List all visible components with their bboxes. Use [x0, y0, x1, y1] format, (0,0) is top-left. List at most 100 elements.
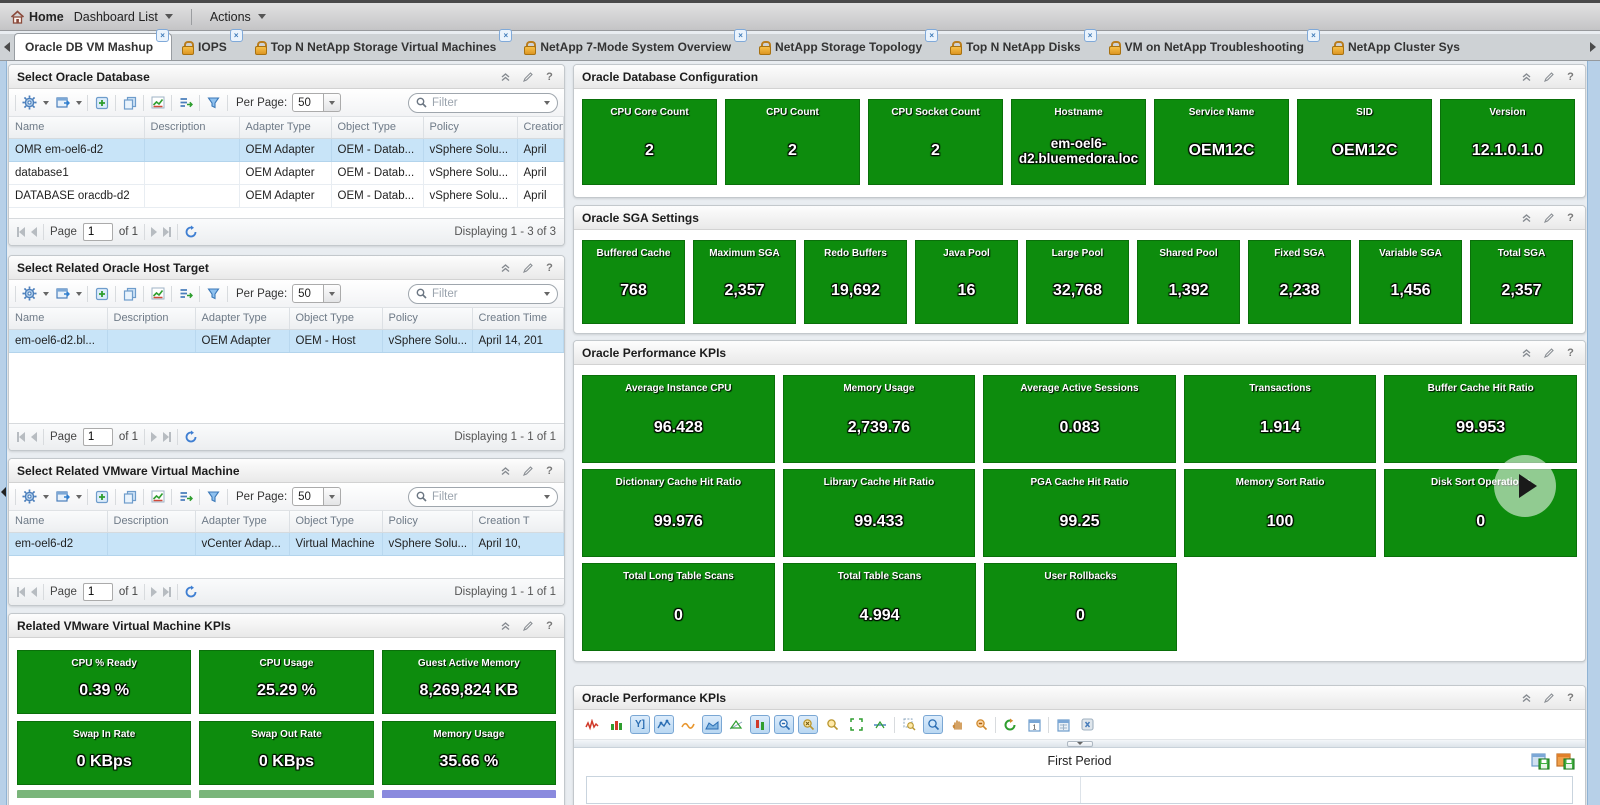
tab-scroll-right-icon[interactable]	[1590, 42, 1596, 52]
tab-close-icon[interactable]: ×	[229, 29, 243, 42]
col-description[interactable]: Description	[144, 117, 240, 139]
filter-funnel-icon[interactable]	[205, 489, 222, 505]
window-menu-caret[interactable]	[76, 291, 82, 296]
right-scrollbar-strip[interactable]	[1587, 61, 1600, 805]
edit-pencil-icon[interactable]	[1542, 691, 1555, 704]
chart-icon[interactable]	[149, 489, 166, 505]
last-page-icon[interactable]	[163, 227, 172, 237]
zoom-y-icon[interactable]	[822, 715, 842, 734]
tab-iops[interactable]: IOPS ×	[172, 29, 245, 60]
gear-icon[interactable]	[21, 286, 38, 302]
sga-tile-fixed-sga[interactable]: Fixed SGA 2,238	[1248, 240, 1351, 324]
carousel-next-button[interactable]	[1494, 455, 1556, 517]
refresh-icon[interactable]	[184, 585, 198, 599]
tab-top-n-netapp-svm[interactable]: Top N NetApp Storage Virtual Machines ×	[245, 29, 515, 60]
kpi-tile-cpu-usage[interactable]: CPU Usage 25.29 %	[199, 650, 374, 714]
trendline-icon[interactable]	[870, 715, 890, 734]
actions-menu[interactable]: Actions	[210, 10, 266, 24]
perf-tile-total-table-scans[interactable]: Total Table Scans 4.994	[783, 563, 976, 651]
perf-tile-average-active-sessions[interactable]: Average Active Sessions 0.083	[983, 375, 1176, 463]
config-tile-sid[interactable]: SID OEM12C	[1297, 99, 1432, 185]
gear-menu-caret[interactable]	[43, 494, 49, 499]
col-adapter-type[interactable]: Adapter Type	[195, 308, 290, 330]
help-icon[interactable]: ?	[546, 464, 553, 477]
open-in-window-icon[interactable]	[54, 95, 71, 111]
filter-combobox[interactable]: Filter	[408, 283, 558, 304]
col-description[interactable]: Description	[107, 308, 196, 330]
refresh-icon[interactable]	[184, 225, 198, 239]
col-object-type[interactable]: Object Type	[289, 308, 383, 330]
perf-tile-transactions[interactable]: Transactions 1.914	[1183, 375, 1377, 463]
col-object-type[interactable]: Object Type	[289, 511, 383, 533]
sga-tile-variable-sga[interactable]: Variable SGA 1,456	[1359, 240, 1462, 324]
edit-pencil-icon[interactable]	[521, 619, 534, 632]
window-menu-caret[interactable]	[76, 100, 82, 105]
last-page-icon[interactable]	[163, 587, 172, 597]
col-policy[interactable]: Policy	[423, 117, 518, 139]
kpi-tile-swap-in-rate[interactable]: Swap In Rate 0 KBps	[17, 721, 192, 785]
prev-page-icon[interactable]	[31, 227, 37, 237]
fit-to-window-icon[interactable]	[846, 715, 866, 734]
window-menu-caret[interactable]	[76, 494, 82, 499]
first-page-icon[interactable]	[17, 587, 25, 597]
perf-tile-dictionary-cache-hit-ratio[interactable]: Dictionary Cache Hit Ratio 99.976	[582, 469, 775, 557]
page-number-input[interactable]	[82, 428, 113, 446]
tab-netapp-cluster-sys[interactable]: NetApp Cluster Sys	[1322, 34, 1478, 60]
chart-plot-area[interactable]	[586, 776, 1573, 804]
area-chart-toggle-icon[interactable]	[702, 715, 722, 734]
sga-tile-java-pool[interactable]: Java Pool 16	[915, 240, 1018, 324]
tab-netapp-7mode-overview[interactable]: NetApp 7-Mode System Overview ×	[514, 29, 749, 60]
help-icon[interactable]: ?	[546, 70, 553, 83]
perf-tile-average-instance-cpu[interactable]: Average Instance CPU 96.428	[582, 375, 775, 463]
calendar-range-icon[interactable]	[1053, 715, 1073, 734]
col-name[interactable]: Name	[9, 511, 108, 533]
kpi-tile-swap-out-rate[interactable]: Swap Out Rate 0 KBps	[199, 721, 374, 785]
next-page-icon[interactable]	[151, 227, 158, 237]
table-row[interactable]: database1 OEM Adapter OEM - Datab... vSpher…	[9, 161, 564, 185]
next-page-icon[interactable]	[151, 587, 158, 597]
sidebar-collapse-icon[interactable]	[1, 487, 6, 497]
kpi-tile-guest-active-memory[interactable]: Guest Active Memory 8,269,824 KB	[381, 650, 556, 714]
kpi-tile-memory-usage[interactable]: Memory Usage 35.66 %	[381, 721, 556, 785]
export-rows-icon[interactable]	[177, 489, 194, 505]
open-in-window-icon[interactable]	[54, 489, 71, 505]
perf-tile-memory-usage[interactable]: Memory Usage 2,739.76	[782, 375, 976, 463]
collapse-icon[interactable]	[499, 464, 512, 477]
open-in-window-icon[interactable]	[54, 286, 71, 302]
first-page-icon[interactable]	[17, 227, 25, 237]
tab-vm-on-netapp-troubleshooting[interactable]: VM on NetApp Troubleshooting ×	[1099, 29, 1322, 60]
table-row[interactable]: em-oel6-d2.bl... OEM Adapter OEM - Host vSp…	[9, 329, 564, 353]
collapse-icon[interactable]	[1520, 691, 1533, 704]
collapse-icon[interactable]	[1520, 346, 1533, 359]
line-chart-toggle-icon[interactable]	[654, 715, 674, 734]
refresh-chart-icon[interactable]	[1000, 715, 1020, 734]
help-icon[interactable]: ?	[546, 261, 553, 274]
zoom-x-toggle-icon[interactable]	[798, 715, 818, 734]
panel-splitter[interactable]	[574, 740, 1585, 748]
table-row[interactable]: em-oel6-d2 vCenter Adap... Virtual Machine…	[9, 532, 564, 556]
perf-tile-buffer-cache-hit-ratio[interactable]: Buffer Cache Hit Ratio 99.953	[1384, 375, 1577, 463]
zoom-out-icon[interactable]	[971, 715, 991, 734]
tab-close-icon[interactable]: ×	[156, 29, 170, 42]
edit-pencil-icon[interactable]	[521, 261, 534, 274]
sga-tile-maximum-sga[interactable]: Maximum SGA 2,357	[693, 240, 796, 324]
filter-combobox[interactable]: Filter	[408, 486, 558, 507]
perf-tile-pga-cache-hit-ratio[interactable]: PGA Cache Hit Ratio 99.25	[983, 469, 1176, 557]
gear-icon[interactable]	[21, 489, 38, 505]
zoom-select-toggle-icon[interactable]	[923, 715, 943, 734]
chart-icon[interactable]	[149, 286, 166, 302]
excel-export-icon[interactable]	[1077, 715, 1097, 734]
gear-menu-caret[interactable]	[43, 100, 49, 105]
sga-tile-shared-pool[interactable]: Shared Pool 1,392	[1137, 240, 1240, 324]
kpi-tile-cpu-ready[interactable]: CPU % Ready 0.39 %	[17, 650, 192, 714]
last-page-icon[interactable]	[163, 432, 172, 442]
col-name[interactable]: Name	[9, 117, 145, 139]
perf-tile-total-long-table-scans[interactable]: Total Long Table Scans 0	[582, 563, 775, 651]
edit-pencil-icon[interactable]	[1542, 346, 1555, 359]
collapse-icon[interactable]	[499, 261, 512, 274]
bar-chart-icon[interactable]	[606, 715, 626, 734]
zoom-area-icon[interactable]	[899, 715, 919, 734]
prev-page-icon[interactable]	[31, 587, 37, 597]
help-icon[interactable]: ?	[1567, 70, 1574, 83]
y-axis-toggle-icon[interactable]: Y]	[630, 715, 650, 734]
